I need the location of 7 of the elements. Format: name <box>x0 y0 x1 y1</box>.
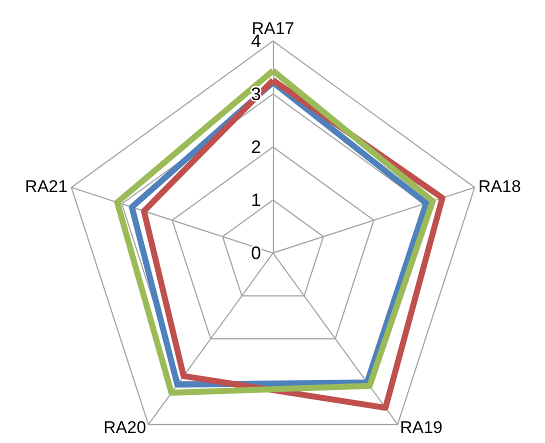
spoke-label: RA21 <box>25 176 68 196</box>
spoke-label: RA19 <box>400 418 442 438</box>
spoke-label: RA20 <box>104 418 146 438</box>
y-tick-label: 1 <box>250 190 261 210</box>
y-tick-label: 0 <box>250 243 261 263</box>
spoke-label: RA18 <box>478 176 521 196</box>
y-tick-label: 2 <box>250 137 261 157</box>
